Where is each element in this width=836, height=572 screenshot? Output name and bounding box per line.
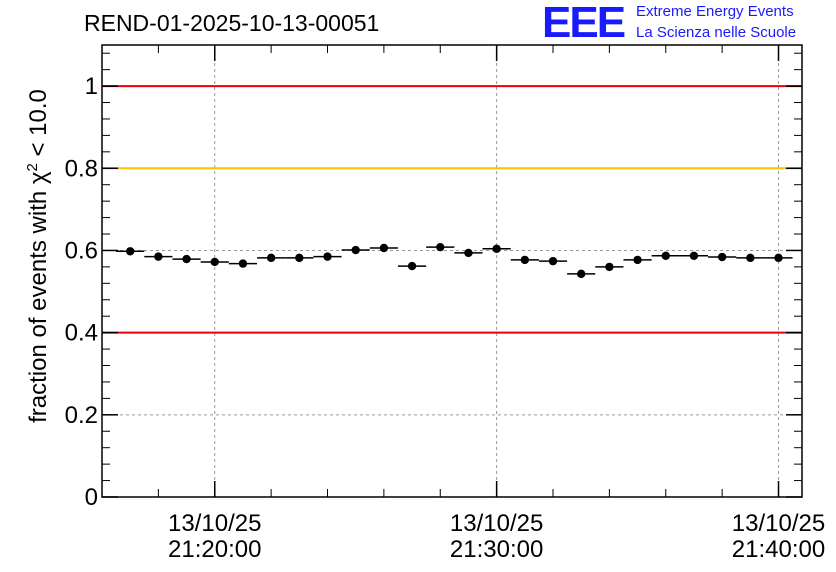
y-tick-label: 0 [85, 484, 98, 511]
data-series [116, 242, 793, 279]
y-tick-label: 0.4 [65, 320, 98, 347]
data-point [379, 243, 389, 253]
data-point [492, 244, 501, 254]
data-point [295, 253, 304, 263]
data-point [576, 269, 586, 279]
data-point [266, 253, 276, 263]
reference-lines [102, 85, 802, 334]
data-point [323, 252, 332, 261]
y-axis-label-main: fraction of events with χ [25, 171, 52, 423]
data-point [210, 257, 219, 267]
x-tick-label-time: 21:20:00 [168, 536, 262, 563]
data-point [605, 262, 614, 272]
data-point [746, 253, 755, 263]
data-point [238, 259, 248, 268]
data-point [774, 253, 783, 263]
data-point [689, 251, 699, 260]
data-point [661, 251, 670, 260]
y-axis-label-sup: 2 [24, 163, 41, 172]
plot-frame [101, 44, 803, 498]
data-point [548, 256, 558, 266]
x-tick-label-date: 13/10/25 [168, 510, 262, 537]
data-point [407, 261, 417, 271]
x-tick-label-date: 13/10/25 [731, 510, 826, 537]
y-tick-label: 0.8 [65, 155, 98, 182]
y-tick-label: 0.6 [65, 237, 98, 264]
eee-logo: EEE [542, 0, 626, 47]
data-point [520, 255, 530, 265]
data-point [154, 252, 163, 261]
data-point [351, 245, 360, 255]
logo-line-2: La Scienza nelle Scuole [636, 24, 797, 41]
x-tick-label-time: 21:30:00 [449, 536, 544, 563]
data-point [633, 255, 642, 265]
data-point [125, 247, 135, 256]
y-axis-label: fraction of events with χ2 < 10.0 [19, 46, 53, 466]
axis-ticks: 0 0.2 0.4 0.6 0.8 1 [65, 45, 802, 511]
logo-line-1: Extreme Energy Events [636, 3, 794, 20]
data-point [182, 254, 191, 264]
y-axis-label-tail: < 10.0 [25, 89, 52, 164]
chart-title: REND-01-2025-10-13-00051 [84, 10, 380, 36]
y-tick-label: 1 [85, 73, 98, 100]
x-tick-label-date: 13/10/25 [449, 510, 544, 537]
data-point [464, 248, 473, 258]
data-point [436, 242, 445, 252]
data-point [717, 252, 727, 262]
x-tick-label-time: 21:40:00 [731, 536, 826, 563]
y-tick-label: 0.2 [65, 402, 98, 429]
